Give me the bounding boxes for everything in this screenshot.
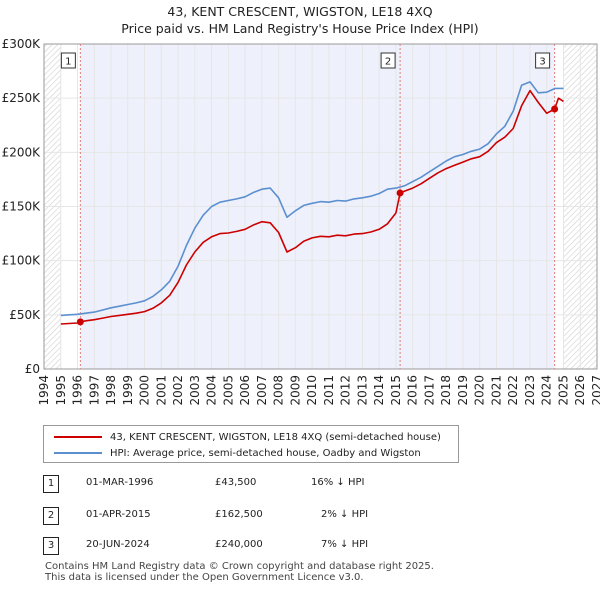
sale-hpi-diff: 16% ↓ HPI (311, 477, 365, 488)
legend-label-property: 43, KENT CRESCENT, WIGSTON, LE18 4XQ (se… (110, 431, 441, 443)
footer-copyright: Contains HM Land Registry data © Crown c… (45, 561, 434, 572)
legend-item-property: 43, KENT CRESCENT, WIGSTON, LE18 4XQ (se… (44, 429, 441, 445)
sale-label-box (60, 52, 76, 69)
x-tick-label: 2013 (355, 375, 369, 406)
legend: 43, KENT CRESCENT, WIGSTON, LE18 4XQ (se… (43, 425, 459, 463)
y-tick-label: £250K (2, 91, 42, 105)
x-tick-label: 2027 (590, 375, 600, 406)
x-tick-label: 2015 (389, 375, 403, 406)
sale-row-1: 1 01-MAR-1996 £43,500 16% ↓ HPI (43, 475, 463, 495)
footer-licence: This data is licensed under the Open Gov… (45, 572, 364, 583)
sale-hpi-diff: 2% ↓ HPI (321, 509, 369, 520)
x-tick-label: 2016 (406, 375, 420, 406)
sale-price: £43,500 (215, 477, 257, 488)
x-tick-label: 2018 (439, 375, 453, 406)
legend-label-hpi: HPI: Average price, semi-detached house,… (110, 447, 421, 459)
sale-price: £240,000 (215, 539, 263, 550)
x-tick-label: 2023 (523, 375, 537, 406)
x-tick-label: 2021 (489, 375, 503, 406)
y-tick-label: £0 (25, 362, 40, 376)
sale-point (396, 189, 404, 197)
series-line-hpi (60, 81, 564, 317)
x-tick-label: 2003 (188, 375, 202, 406)
chart-title: 43, KENT CRESCENT, WIGSTON, LE18 4XQ (167, 4, 433, 19)
x-tick-label: 2020 (473, 375, 487, 406)
sale-row-3: 3 20-JUN-2024 £240,000 7% ↓ HPI (43, 537, 463, 557)
sale-row-2: 2 01-APR-2015 £162,500 2% ↓ HPI (43, 507, 463, 527)
x-tick-label: 2004 (205, 375, 219, 406)
y-tick-label: £300K (2, 37, 42, 51)
sale-number-badge: 3 (43, 537, 59, 555)
x-tick-label: 1999 (121, 375, 135, 406)
x-tick-label: 1998 (104, 375, 118, 406)
sale-point (76, 318, 84, 326)
x-tick-label: 2025 (556, 375, 570, 406)
x-tick-label: 2011 (322, 375, 336, 406)
x-tick-label: 2019 (456, 375, 470, 406)
y-tick-label: £200K (2, 145, 42, 159)
sale-price: £162,500 (215, 509, 263, 520)
x-tick-label: 2002 (171, 375, 185, 406)
y-tick-label: £100K (2, 254, 42, 268)
legend-swatch-property (54, 436, 102, 438)
sale-date: 01-MAR-1996 (86, 477, 154, 488)
x-tick-label: 1997 (87, 375, 101, 406)
footer: Contains HM Land Registry data © Crown c… (45, 561, 434, 583)
x-tick-label: 2006 (238, 375, 252, 406)
x-tick-label: 2017 (422, 375, 436, 406)
y-tick-label: £50K (9, 308, 41, 322)
sale-label-box (380, 52, 396, 69)
sale-date: 20-JUN-2024 (86, 539, 150, 550)
sale-point (551, 105, 559, 113)
x-tick-label: 2000 (138, 375, 152, 406)
sale-label-number: 3 (539, 57, 545, 68)
sale-label-box (535, 52, 551, 69)
x-tick-label: 2022 (506, 375, 520, 406)
x-tick-label: 2009 (288, 375, 302, 406)
sale-hpi-diff: 7% ↓ HPI (321, 539, 369, 550)
series-line-property (60, 89, 564, 325)
chart-subtitle: Price paid vs. HM Land Registry's House … (121, 21, 479, 36)
y-tick-label: £150K (2, 200, 42, 214)
legend-item-hpi: HPI: Average price, semi-detached house,… (44, 445, 421, 461)
sale-label-number: 2 (385, 57, 391, 68)
sale-label-number: 1 (65, 57, 71, 68)
x-tick-label: 2026 (573, 375, 587, 406)
x-tick-label: 2024 (540, 375, 554, 406)
x-tick-label: 1995 (54, 375, 68, 406)
sale-number-badge: 2 (43, 507, 59, 525)
x-tick-label: 2010 (305, 375, 319, 406)
plot-frame (43, 43, 598, 370)
sale-number-badge: 1 (43, 475, 59, 493)
legend-swatch-hpi (54, 452, 102, 454)
x-tick-label: 1996 (71, 375, 85, 406)
x-tick-label: 2007 (255, 375, 269, 406)
x-tick-label: 2014 (372, 375, 386, 406)
x-tick-label: 2001 (154, 375, 168, 406)
sale-date: 01-APR-2015 (86, 509, 151, 520)
x-tick-label: 2012 (339, 375, 353, 406)
x-tick-label: 2005 (221, 375, 235, 406)
x-tick-label: 2008 (272, 375, 286, 406)
x-tick-label: 1994 (37, 375, 51, 406)
